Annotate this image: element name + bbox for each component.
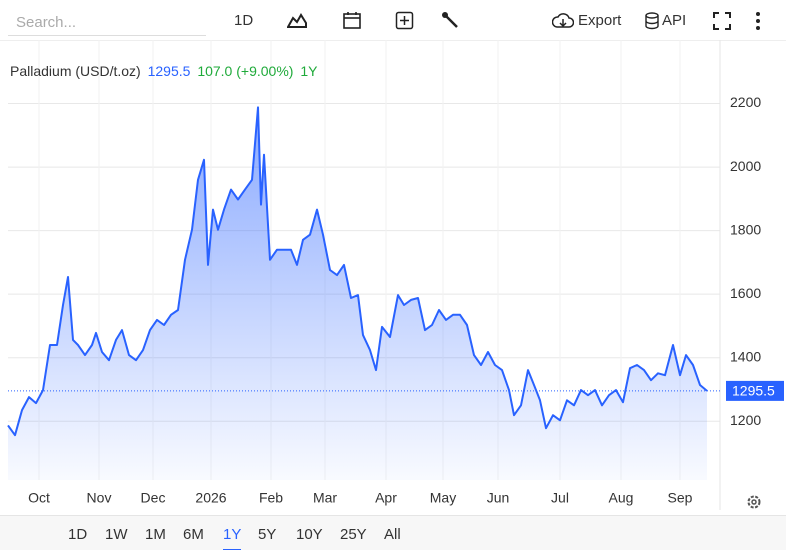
range-button[interactable]: 1D	[68, 526, 88, 543]
range-button[interactable]: 1W	[105, 526, 128, 543]
last-price-label: 1295.5	[732, 383, 775, 399]
x-tick-label: Nov	[87, 490, 112, 506]
x-tick-label: Mar	[313, 490, 337, 506]
y-tick-label: 1200	[730, 412, 761, 428]
compare-icon[interactable]	[395, 11, 415, 31]
x-tick-label: Feb	[259, 490, 283, 506]
x-tick-label: May	[430, 490, 456, 506]
range-button[interactable]: 25Y	[340, 526, 367, 543]
x-tick-label: Aug	[609, 490, 634, 506]
interval-button[interactable]: 1D	[234, 12, 254, 29]
chart: 1200 1400 1600 1800 2000 2200 Oct Nov Dec 2026 Feb…	[0, 40, 786, 510]
api-icon[interactable]	[644, 12, 660, 30]
export-icon[interactable]	[552, 12, 574, 30]
search-box[interactable]: Search...	[8, 8, 206, 36]
x-tick-label: Sep	[668, 490, 693, 506]
area	[8, 107, 707, 481]
range-button[interactable]: 5Y	[258, 526, 277, 543]
y-tick-label: 1400	[730, 348, 761, 364]
range-button[interactable]: 10Y	[296, 526, 323, 543]
range-button[interactable]: 1Y	[223, 526, 242, 550]
calendar-icon[interactable]	[342, 10, 362, 30]
x-tick-label: Jun	[487, 490, 510, 506]
settings-icon[interactable]	[747, 495, 761, 509]
y-tick-label: 2000	[730, 158, 761, 174]
chart-header: Palladium (USD/t.oz) 1295.5 107.0 (+9.00…	[10, 63, 320, 79]
last-price: 1295.5	[147, 63, 191, 79]
x-tick-label: Oct	[28, 490, 50, 506]
range-button[interactable]: All	[384, 526, 401, 543]
export-button[interactable]: Export	[578, 12, 622, 29]
chart-type-icon[interactable]	[287, 11, 307, 29]
instrument-name: Palladium (USD/t.oz)	[10, 63, 141, 79]
api-button[interactable]: API	[662, 12, 687, 29]
change-period: 1Y	[300, 63, 318, 79]
range-button[interactable]: 6M	[183, 526, 204, 543]
last-price-box	[726, 380, 784, 401]
price-change: 107.0 (+9.00%)	[197, 63, 294, 79]
fullscreen-icon[interactable]	[712, 11, 732, 31]
x-tick-label: Apr	[375, 490, 397, 506]
menu-icon[interactable]	[754, 11, 762, 31]
range-bar: 1D 1W 1M 6M 1Y 5Y 10Y 25Y All	[0, 515, 786, 550]
line	[7, 106, 708, 437]
tools-icon[interactable]	[441, 11, 461, 31]
toolbar: Search... 1D Export API	[0, 0, 786, 40]
y-tick-label: 1600	[730, 285, 761, 301]
range-button[interactable]: 1M	[145, 526, 166, 543]
y-tick-label: 1800	[730, 221, 761, 237]
x-tick-label: Dec	[141, 490, 166, 506]
x-tick-label: 2026	[195, 490, 226, 506]
y-tick-label: 2200	[730, 94, 761, 110]
x-tick-label: Jul	[551, 490, 569, 506]
